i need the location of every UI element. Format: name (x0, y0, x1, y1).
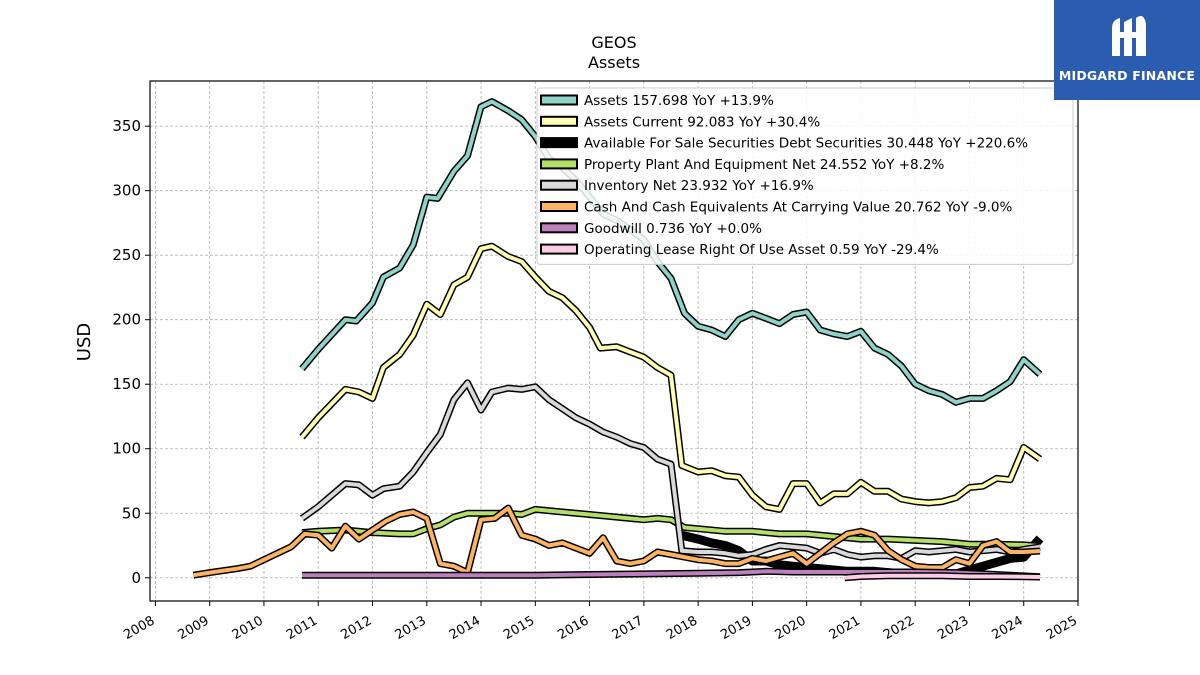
x-tick-label: 2021 (827, 613, 863, 643)
legend-swatch (540, 115, 578, 127)
legend-swatch (540, 222, 578, 234)
series-property-plant-and-equipment-net (301, 505, 1041, 550)
y-tick-label: 150 (112, 375, 141, 393)
y-tick-label: 200 (112, 311, 141, 329)
x-tick-label: 2013 (393, 613, 429, 643)
chart-subtitle: Assets (588, 53, 640, 72)
y-tick-label: 50 (122, 504, 141, 522)
x-tick-label: 2014 (447, 613, 483, 643)
legend-item: Assets 157.698 YoY +13.9% (540, 93, 774, 109)
x-tick-label: 2008 (121, 613, 157, 643)
series-line (844, 573, 1041, 580)
legend-swatch (540, 179, 578, 191)
legend-item: Cash And Cash Equivalents At Carrying Va… (540, 200, 1012, 216)
legend-item: Inventory Net 23.932 YoY +16.9% (540, 178, 814, 194)
legend-item: Available For Sale Securities Debt Secur… (540, 136, 1028, 152)
y-tick-label: 350 (112, 117, 141, 135)
brand-name: MIDGARD FINANCE (1058, 68, 1196, 83)
x-tick-label: 2022 (881, 613, 917, 643)
legend-swatch (540, 137, 578, 149)
legend-item: Operating Lease Right Of Use Asset 0.59 … (540, 242, 939, 258)
series-line (302, 569, 1041, 579)
series-assets-current (299, 242, 1043, 513)
legend-item: Assets Current 92.083 YoY +30.4% (540, 114, 820, 130)
legend: Assets 157.698 YoY +13.9% Assets Current … (536, 87, 1074, 265)
y-axis-label: USD (74, 323, 95, 361)
series-line (300, 244, 1042, 512)
legend-box (536, 87, 1074, 265)
series-goodwill (302, 567, 1041, 581)
legend-label: Available For Sale Securities Debt Secur… (584, 136, 1028, 152)
x-tick-label: 2020 (772, 613, 808, 643)
legend-swatch (540, 94, 578, 106)
legend-swatch (540, 201, 578, 212)
series-operating-lease-right-of-use-asset (844, 572, 1041, 582)
x-tick-label: 2018 (664, 613, 700, 643)
chart-title: GEOS (591, 33, 636, 52)
legend-swatch (540, 158, 578, 170)
series-inventory-net (299, 379, 1041, 562)
plot-area (149, 80, 1079, 602)
series-assets (299, 98, 1043, 406)
x-tick-label: 2015 (501, 613, 537, 643)
y-tick-label: 0 (131, 569, 141, 587)
x-tick-label: 2024 (990, 613, 1026, 643)
x-tick-label: 2009 (176, 613, 212, 643)
x-tick-label: 2011 (284, 613, 320, 643)
legend-swatch (540, 243, 578, 255)
x-tick-label: 2016 (555, 613, 591, 643)
legend-label: Property Plant And Equipment Net 24.552 … (584, 157, 944, 173)
legend-label: Goodwill 0.736 YoY +0.0% (584, 221, 762, 237)
legend-item: Goodwill 0.736 YoY +0.0% (540, 221, 762, 237)
series-line (193, 506, 1041, 578)
series-layer (192, 98, 1044, 582)
x-tick-label: 2017 (610, 613, 646, 643)
y-axis: 0 50 100 150 200 250 300 350 (112, 117, 150, 587)
y-tick-label: 100 (112, 440, 141, 458)
legend-label: Assets 157.698 YoY +13.9% (584, 93, 774, 109)
series-line (300, 380, 1041, 561)
brand-logo: MIDGARD FINANCE (1054, 0, 1200, 100)
series-line (300, 99, 1042, 405)
legend-label: Cash And Cash Equivalents At Carrying Va… (584, 200, 1012, 216)
x-tick-label: 2012 (338, 613, 374, 643)
legend-label: Operating Lease Right Of Use Asset 0.59 … (584, 242, 939, 258)
x-tick-label: 2025 (1044, 613, 1080, 643)
x-tick-label: 2023 (935, 613, 971, 643)
series-cash-and-cash-equivalents-at-carrying-value (192, 504, 1041, 579)
legend-label: Assets Current 92.083 YoY +30.4% (584, 114, 820, 130)
series-line (301, 507, 1041, 549)
legend-label: Inventory Net 23.932 YoY +16.9% (584, 178, 814, 194)
x-tick-label: 2019 (718, 613, 754, 643)
logo-mark-icon (1112, 16, 1146, 56)
y-tick-label: 300 (112, 182, 141, 200)
x-axis: 2008 2009 2010 2011 2012 2013 2014 2015 2016 2017… (121, 601, 1080, 643)
x-tick-label: 2010 (230, 613, 266, 643)
y-tick-label: 250 (112, 246, 141, 264)
legend-item: Property Plant And Equipment Net 24.552 … (540, 157, 944, 173)
